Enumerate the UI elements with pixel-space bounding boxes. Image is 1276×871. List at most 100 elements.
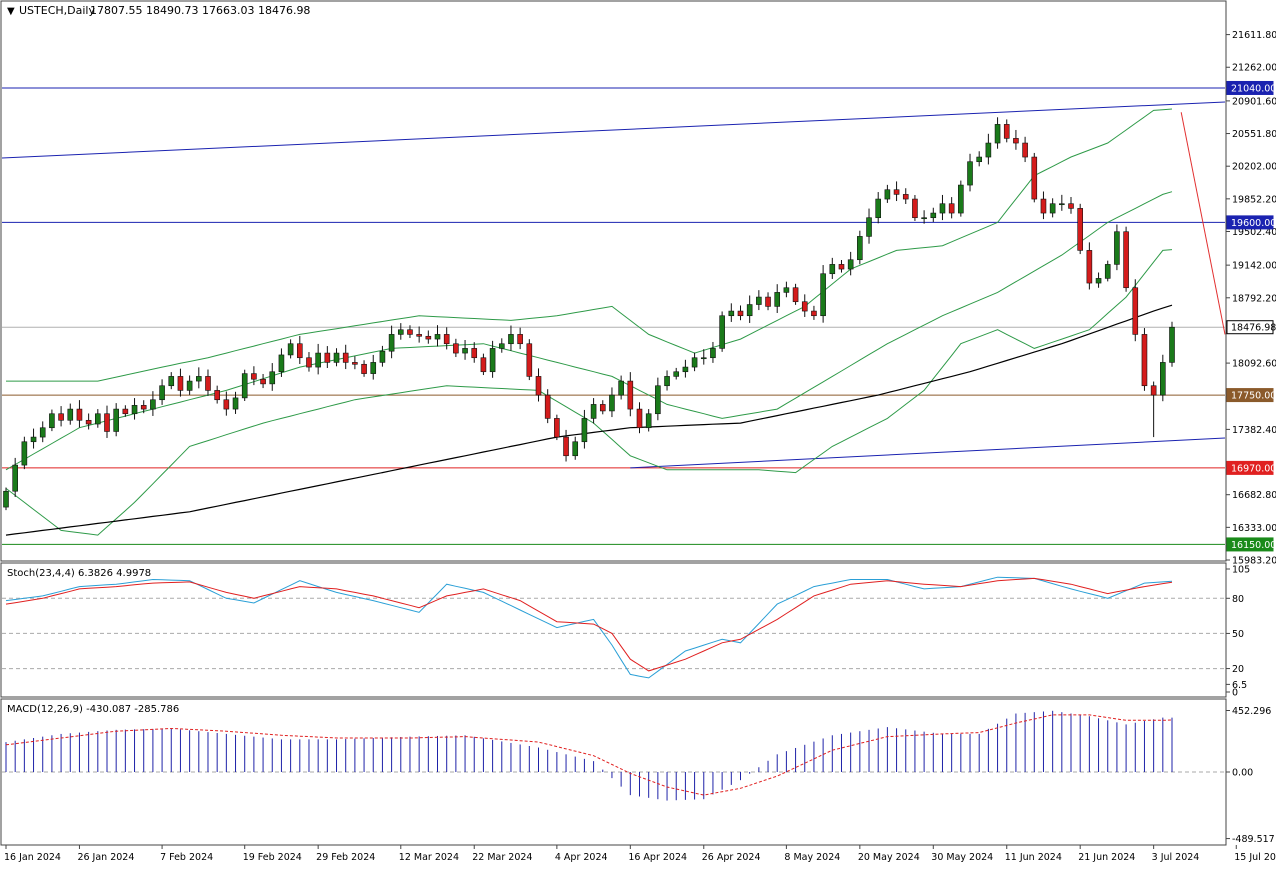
candle[interactable] — [223, 391, 230, 416]
candle[interactable] — [783, 281, 790, 298]
candle[interactable] — [994, 117, 1001, 149]
candle[interactable] — [1003, 119, 1010, 143]
candle[interactable] — [517, 327, 523, 350]
candle[interactable] — [260, 373, 266, 389]
candle[interactable] — [39, 421, 46, 443]
candle[interactable] — [269, 363, 276, 391]
candle[interactable] — [76, 400, 83, 428]
candle[interactable] — [627, 372, 634, 417]
candle[interactable] — [21, 436, 28, 470]
candle[interactable] — [333, 348, 340, 367]
candle[interactable] — [49, 409, 55, 432]
candle[interactable] — [498, 338, 505, 353]
candle[interactable] — [792, 283, 799, 305]
candle[interactable] — [1132, 279, 1139, 342]
candle[interactable] — [599, 400, 606, 415]
candle[interactable] — [278, 348, 285, 377]
candle[interactable] — [251, 366, 257, 386]
candle[interactable] — [774, 284, 781, 313]
candle[interactable] — [526, 339, 533, 381]
candle[interactable] — [765, 292, 771, 311]
candle[interactable] — [205, 369, 211, 396]
candle[interactable] — [1123, 226, 1129, 292]
candle[interactable] — [416, 326, 422, 343]
candle[interactable] — [95, 409, 101, 428]
candle[interactable] — [535, 368, 542, 402]
candle[interactable] — [967, 153, 973, 192]
candle[interactable] — [544, 389, 551, 424]
candle[interactable] — [801, 294, 808, 317]
candle[interactable] — [884, 184, 891, 203]
candle[interactable] — [1031, 152, 1038, 203]
candle[interactable] — [1095, 272, 1102, 288]
candle[interactable] — [939, 194, 946, 221]
candle[interactable] — [1013, 129, 1019, 150]
candle[interactable] — [12, 457, 18, 497]
candle[interactable] — [737, 305, 744, 321]
lower-trendline[interactable] — [630, 437, 1226, 469]
candle[interactable] — [563, 429, 569, 462]
candle[interactable] — [691, 352, 698, 372]
candle[interactable] — [756, 290, 762, 311]
main-panel[interactable] — [0, 0, 1227, 562]
candle[interactable] — [159, 379, 165, 405]
candle[interactable] — [30, 428, 37, 449]
candle[interactable] — [196, 367, 202, 389]
candle[interactable] — [379, 345, 386, 367]
candle[interactable] — [893, 181, 900, 202]
candle[interactable] — [388, 325, 395, 359]
candle[interactable] — [902, 188, 909, 204]
candle[interactable] — [168, 372, 175, 390]
candle[interactable] — [1169, 321, 1175, 367]
candle[interactable] — [352, 356, 358, 370]
candle[interactable] — [287, 339, 294, 359]
candle[interactable] — [296, 335, 303, 365]
candle[interactable] — [177, 368, 184, 397]
candle[interactable] — [1068, 196, 1074, 214]
candle[interactable] — [985, 133, 992, 165]
candle[interactable] — [958, 180, 964, 217]
candle[interactable] — [1141, 328, 1148, 391]
candle[interactable] — [241, 369, 248, 402]
stoch-panel[interactable] — [0, 562, 1227, 698]
candle[interactable] — [1049, 198, 1056, 218]
candle[interactable] — [462, 340, 468, 360]
candle[interactable] — [361, 360, 367, 377]
candle[interactable] — [581, 409, 588, 449]
candle[interactable] — [746, 295, 753, 323]
candle[interactable] — [131, 398, 138, 420]
candle[interactable] — [58, 406, 64, 427]
candle[interactable] — [590, 398, 597, 424]
candle[interactable] — [480, 353, 487, 376]
candle[interactable] — [104, 405, 110, 438]
candle[interactable] — [315, 343, 321, 375]
candle[interactable] — [1086, 242, 1093, 290]
candle[interactable] — [728, 303, 735, 322]
candle[interactable] — [719, 311, 725, 352]
candle[interactable] — [140, 400, 147, 414]
candle[interactable] — [636, 402, 643, 434]
candle[interactable] — [829, 257, 836, 279]
candle[interactable] — [875, 192, 882, 224]
candle[interactable] — [618, 375, 624, 400]
candle[interactable] — [342, 344, 349, 370]
candle[interactable] — [866, 208, 872, 244]
candle[interactable] — [443, 327, 450, 350]
candle[interactable] — [232, 391, 239, 414]
candle[interactable] — [1022, 136, 1028, 163]
candle[interactable] — [85, 413, 92, 430]
candle[interactable] — [609, 387, 615, 418]
candle[interactable] — [645, 409, 652, 432]
candle[interactable] — [67, 403, 74, 425]
candle[interactable] — [1160, 354, 1166, 402]
candle[interactable] — [3, 487, 9, 511]
candle[interactable] — [1150, 381, 1157, 438]
candle[interactable] — [1040, 191, 1047, 220]
candle[interactable] — [150, 391, 156, 416]
candle[interactable] — [655, 377, 661, 421]
candle[interactable] — [857, 230, 863, 265]
down-trendline[interactable] — [1180, 112, 1226, 335]
candle[interactable] — [710, 341, 716, 363]
